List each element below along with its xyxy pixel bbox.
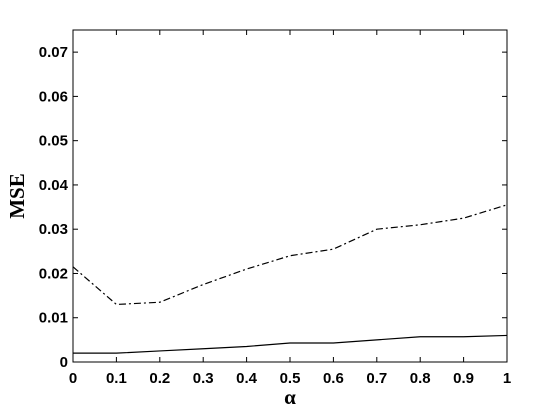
x-tick-label: 0.7	[366, 370, 387, 387]
x-tick-label: 0.6	[323, 370, 344, 387]
x-tick-label: 0.4	[236, 370, 258, 387]
x-tick-label: 0.3	[193, 370, 214, 387]
x-tick-label: 0.9	[453, 370, 474, 387]
x-tick-label: 0.5	[280, 370, 301, 387]
y-tick-label: 0.06	[39, 88, 68, 105]
y-tick-label: 0.04	[39, 177, 69, 194]
y-tick-label: 0.01	[39, 310, 68, 327]
series-line	[72, 204, 508, 306]
y-tick-label: 0	[60, 354, 68, 371]
x-axis-label: α	[284, 385, 296, 409]
x-tick-label: 0.2	[149, 370, 170, 387]
y-axis-label: MSE	[5, 173, 29, 219]
y-tick-label: 0.05	[39, 133, 68, 150]
y-tick-label: 0.03	[39, 221, 68, 238]
y-tick-label: 0.02	[39, 265, 68, 282]
x-tick-label: 0.8	[410, 370, 431, 387]
x-tick-label: 0.1	[106, 370, 127, 387]
x-tick-label: 1	[503, 370, 511, 387]
y-tick-label: 0.07	[39, 44, 68, 61]
series-line	[73, 334, 508, 354]
x-tick-label: 0	[69, 370, 77, 387]
